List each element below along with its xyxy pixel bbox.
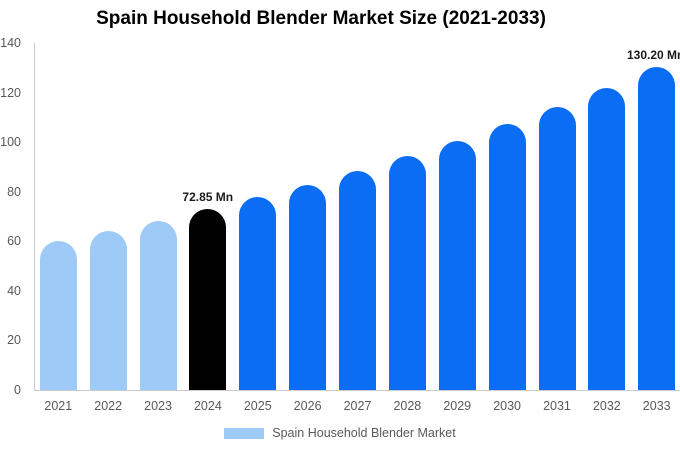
bar-2023[interactable] [139, 220, 177, 390]
x-tick-label-2026: 2026 [293, 399, 322, 413]
x-tick-label-2028: 2028 [393, 399, 422, 413]
bar-value-label-2024: 72.85 Mn [182, 190, 234, 205]
y-tick-label-140: 140 [0, 36, 21, 50]
legend-label: Spain Household Blender Market [272, 426, 456, 440]
y-axis-line [34, 43, 35, 390]
bar-2031[interactable] [538, 106, 576, 390]
legend[interactable]: Spain Household Blender Market [0, 425, 680, 441]
x-tick-label-2022: 2022 [94, 399, 123, 413]
x-tick-label-2023: 2023 [144, 399, 172, 413]
bar-2033[interactable] [638, 67, 676, 390]
x-tick-label-2024: 2024 [193, 399, 222, 413]
x-tick-label-2029: 2029 [443, 399, 472, 413]
x-tick-label-2021: 2021 [44, 399, 73, 413]
bar-2032[interactable] [588, 87, 626, 390]
y-tick-label-60: 60 [7, 234, 21, 249]
y-tick-label-120: 120 [0, 85, 21, 100]
bar-value-label-2033: 130.20 Mn [627, 48, 680, 63]
x-tick-label-2030: 2030 [493, 399, 521, 413]
y-tick-label-40: 40 [7, 283, 21, 298]
y-tick-label-100: 100 [0, 135, 21, 150]
bar-2026[interactable] [289, 184, 327, 390]
x-axis-line [34, 390, 680, 391]
bar-2025[interactable] [239, 197, 277, 390]
x-tick-label-2031: 2031 [543, 399, 571, 413]
bar-2029[interactable] [438, 140, 476, 390]
y-tick-label-20: 20 [7, 333, 21, 348]
bar-2024[interactable] [189, 209, 227, 390]
x-tick-label-2025: 2025 [243, 399, 272, 413]
x-tick-label-2027: 2027 [343, 399, 372, 413]
x-tick-label-2033: 2033 [642, 399, 671, 413]
x-tick-label-2032: 2032 [592, 399, 621, 413]
bar-2027[interactable] [339, 170, 376, 390]
y-tick-label-0: 0 [14, 383, 21, 397]
bar-2030[interactable] [488, 124, 526, 390]
bar-2021[interactable] [39, 241, 77, 390]
bar-2028[interactable] [388, 156, 426, 390]
y-tick-label-80: 80 [7, 184, 21, 199]
legend-swatch [224, 427, 265, 439]
bar-2022[interactable] [89, 231, 127, 390]
chart-title: Spain Household Blender Market Size (202… [96, 8, 546, 29]
